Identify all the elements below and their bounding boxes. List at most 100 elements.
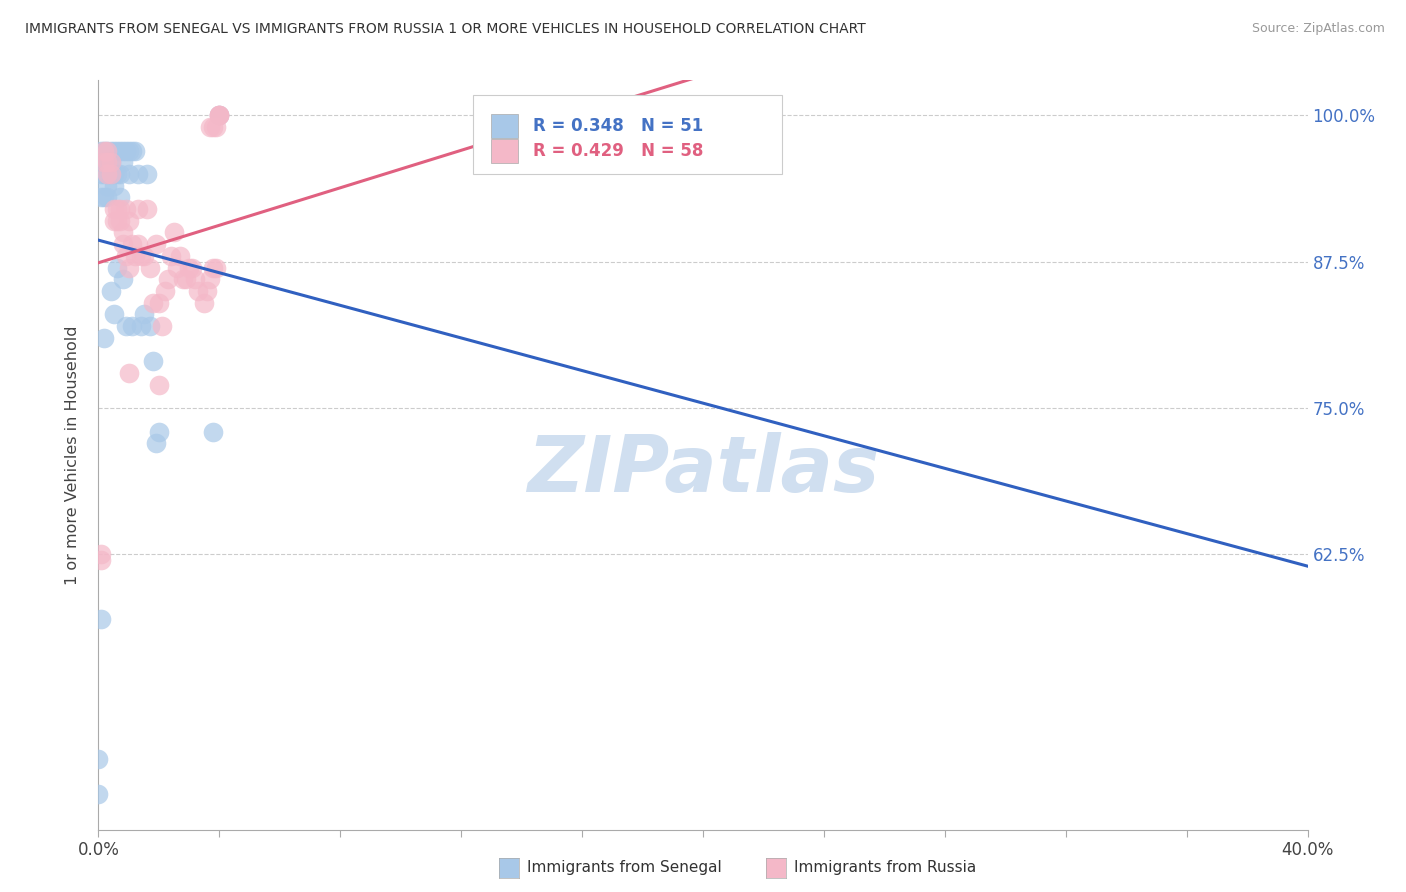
Point: [184, 272, 207, 286]
Point: [105, 144, 128, 158]
Point: [108, 213, 131, 227]
Point: [108, 190, 131, 204]
Point: [121, 144, 143, 158]
Point: [127, 167, 149, 181]
Point: [105, 213, 128, 227]
Point: [93, 144, 115, 158]
Point: [172, 272, 194, 286]
Point: [93, 167, 115, 181]
Point: [103, 178, 125, 193]
Point: [148, 425, 170, 439]
Point: [90, 612, 112, 626]
Point: [121, 237, 143, 252]
Point: [105, 260, 128, 275]
Point: [105, 167, 128, 181]
Point: [153, 284, 176, 298]
Point: [208, 108, 231, 122]
Point: [179, 260, 201, 275]
Point: [111, 272, 134, 286]
Point: [111, 226, 134, 240]
Point: [163, 226, 186, 240]
Point: [96, 190, 118, 204]
Point: [90, 548, 112, 562]
Point: [166, 260, 188, 275]
Point: [93, 155, 115, 169]
Point: [114, 249, 136, 263]
Point: [114, 202, 136, 216]
Point: [105, 202, 128, 216]
Point: [139, 319, 162, 334]
Point: [96, 144, 118, 158]
FancyBboxPatch shape: [474, 95, 782, 174]
Point: [127, 237, 149, 252]
Point: [108, 144, 131, 158]
Point: [145, 436, 167, 450]
Point: [90, 167, 112, 181]
Point: [169, 249, 191, 263]
Point: [108, 202, 131, 216]
Point: [121, 319, 143, 334]
Point: [202, 425, 225, 439]
Point: [145, 237, 167, 252]
Point: [96, 167, 118, 181]
Point: [93, 190, 115, 204]
Point: [100, 155, 122, 169]
Point: [129, 249, 152, 263]
Point: [111, 237, 134, 252]
Point: [202, 120, 225, 134]
Point: [90, 190, 112, 204]
Point: [127, 202, 149, 216]
Point: [148, 295, 170, 310]
Text: IMMIGRANTS FROM SENEGAL VS IMMIGRANTS FROM RUSSIA 1 OR MORE VEHICLES IN HOUSEHOL: IMMIGRANTS FROM SENEGAL VS IMMIGRANTS FR…: [25, 22, 866, 37]
Point: [114, 144, 136, 158]
Point: [100, 167, 122, 181]
Text: ZIPatlas: ZIPatlas: [527, 432, 879, 508]
Point: [174, 272, 197, 286]
Point: [90, 155, 112, 169]
Point: [135, 167, 157, 181]
Point: [181, 260, 204, 275]
Point: [200, 120, 222, 134]
Point: [129, 319, 152, 334]
Point: [118, 260, 141, 275]
Point: [132, 249, 155, 263]
Point: [195, 284, 218, 298]
Point: [96, 167, 118, 181]
Point: [111, 144, 134, 158]
Point: [93, 331, 115, 345]
Point: [156, 272, 179, 286]
Point: [205, 260, 228, 275]
Point: [100, 284, 122, 298]
Point: [96, 178, 118, 193]
Point: [200, 272, 222, 286]
Point: [150, 319, 173, 334]
Point: [187, 284, 209, 298]
Point: [108, 167, 131, 181]
Point: [100, 155, 122, 169]
Point: [87, 752, 110, 766]
Point: [90, 144, 112, 158]
Point: [202, 260, 225, 275]
Point: [208, 108, 231, 122]
Text: Immigrants from Russia: Immigrants from Russia: [794, 860, 977, 874]
Point: [118, 144, 141, 158]
Point: [114, 319, 136, 334]
Point: [135, 202, 157, 216]
Point: [148, 377, 170, 392]
Point: [124, 249, 146, 263]
Text: Immigrants from Senegal: Immigrants from Senegal: [527, 860, 723, 874]
Point: [142, 295, 165, 310]
Point: [103, 213, 125, 227]
Point: [103, 202, 125, 216]
Point: [124, 144, 146, 158]
Point: [208, 108, 231, 122]
Point: [118, 167, 141, 181]
Point: [100, 167, 122, 181]
Point: [205, 120, 228, 134]
Point: [103, 144, 125, 158]
Point: [193, 295, 215, 310]
FancyBboxPatch shape: [492, 139, 517, 162]
Point: [208, 108, 231, 122]
Y-axis label: 1 or more Vehicles in Household: 1 or more Vehicles in Household: [65, 326, 80, 584]
Point: [96, 155, 118, 169]
